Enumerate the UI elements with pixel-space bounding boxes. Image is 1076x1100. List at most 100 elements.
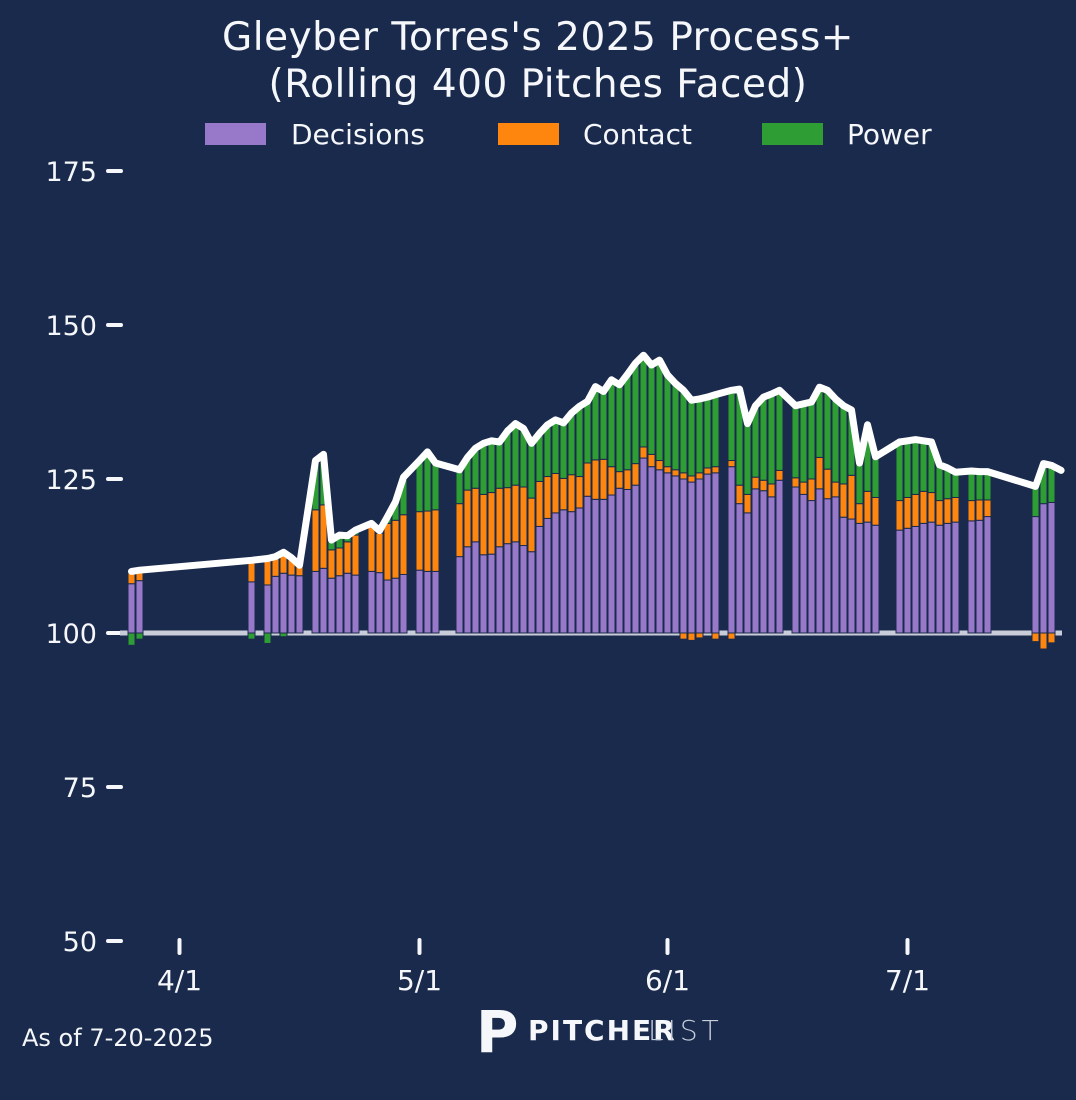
page-subtitle: (Rolling 400 Pitches Faced) [269, 62, 808, 107]
bar-segment-contact [543, 476, 552, 519]
bar-segment-decisions [831, 496, 840, 634]
y-axis: 50 75 100 125 150 175 [45, 157, 123, 958]
bar-segment-decisions [391, 577, 400, 634]
bar-segment-decisions [519, 545, 528, 634]
bar-segment-power [1031, 485, 1040, 518]
bar-segment-power [559, 422, 568, 479]
bar-segment-contact [855, 503, 864, 524]
bar-segment-decisions [791, 486, 800, 634]
x-tick-mark [177, 938, 182, 955]
bar-segment-power [647, 364, 656, 455]
bar-segment-power-below [247, 632, 256, 640]
bar-segment-power [655, 359, 664, 462]
bar-segment-contact [711, 466, 720, 474]
bar-segment-decisions [951, 521, 960, 634]
bar-segment-contact [919, 490, 928, 524]
y-tick-label: 125 [45, 465, 97, 496]
bar-segment-power [455, 469, 464, 505]
bar-segment-contact [511, 484, 520, 543]
bar-segment-decisions [583, 495, 592, 634]
bar-segment-decisions [895, 529, 904, 634]
bar-segment-contact [471, 487, 480, 543]
bar-segment-contact [951, 496, 960, 523]
bar-segment-decisions [735, 503, 744, 634]
y-tick-mark [106, 785, 123, 789]
bar-segment-contact [527, 497, 536, 553]
bar-segment-contact [375, 532, 384, 574]
bar-segment-decisions [559, 509, 568, 634]
bar-segment-contact [559, 477, 568, 511]
page-title: Gleyber Torres's 2025 Process+ [222, 15, 854, 60]
bar-segment-contact [631, 463, 640, 486]
bar-segment-contact [767, 483, 776, 498]
bar-segment-power [967, 470, 976, 502]
bar-segment-decisions [279, 572, 288, 634]
bar-segment-power [663, 374, 672, 468]
bar-segment-contact [663, 466, 672, 474]
bar-segment-decisions [935, 524, 944, 634]
bar-segment-decisions [975, 519, 984, 634]
legend-label-power: Power [847, 118, 932, 151]
x-axis: 4/1 5/1 6/1 7/1 [157, 938, 930, 997]
bar-segment-contact [679, 472, 688, 480]
bar-segment-contact [383, 522, 392, 581]
bar-segment-decisions [799, 493, 808, 634]
bar-segment-decisions [623, 488, 632, 634]
bar-segment-contact [615, 471, 624, 489]
bar-segment-contact [455, 503, 464, 558]
bar-segment-contact [479, 493, 488, 556]
bar-segment-decisions [399, 573, 408, 634]
bar-segment-contact [743, 493, 752, 514]
y-tick-mark [106, 631, 123, 635]
bar-segment-decisions [767, 496, 776, 634]
bar-segment-contact-below [1039, 632, 1048, 650]
y-tick-label: 50 [63, 927, 97, 958]
bar-segment-decisions [639, 457, 648, 634]
bar-segment-decisions [983, 516, 992, 634]
bar-segment-decisions [903, 527, 912, 634]
bar-segment-decisions [135, 580, 144, 634]
bar-segment-decisions [263, 584, 272, 634]
bar-segment-decisions [1047, 501, 1056, 634]
bar-segment-contact [775, 469, 784, 481]
bar-segment-decisions [463, 546, 472, 634]
bar-segment-decisions [671, 475, 680, 634]
bar-segment-contact [943, 498, 952, 524]
y-tick-mark [106, 323, 123, 327]
bar-segment-contact [503, 487, 512, 545]
bar-segment-decisions [847, 518, 856, 634]
bar-segment-decisions [127, 583, 136, 634]
bar-segment-decisions [871, 524, 880, 634]
bar-segment-power [495, 441, 504, 489]
bar-segment-contact [935, 500, 944, 526]
bar-segment-decisions [687, 481, 696, 634]
bar-segment-decisions [711, 472, 720, 634]
bar-segment-contact [599, 458, 608, 500]
bar-segment-contact [831, 481, 840, 498]
bar-segment-decisions [911, 525, 920, 634]
bar-segment-contact [847, 474, 856, 520]
bar-segment-contact [351, 534, 360, 576]
bar-segment-power [775, 389, 784, 471]
bar-segment-decisions [551, 512, 560, 634]
bar-segment-contact [391, 519, 400, 579]
bar-segment-contact [799, 481, 808, 495]
bar-segment-power [903, 440, 912, 498]
bar-segment-decisions [823, 498, 832, 634]
bar-segment-contact [535, 480, 544, 527]
bar-segment-contact [647, 453, 656, 468]
y-tick-mark [106, 939, 123, 943]
x-tick-label: 4/1 [157, 964, 202, 997]
bar-segment-power [479, 442, 488, 495]
bar-segment-decisions [367, 570, 376, 634]
bar-segment-contact [927, 492, 936, 523]
bar-segment-contact [495, 487, 504, 548]
bar-segment-contact [639, 446, 648, 459]
bar-segment-decisions [679, 478, 688, 634]
bar-segment-contact [575, 476, 584, 509]
bar-segment-decisions [703, 473, 712, 634]
bar-segment-decisions [351, 574, 360, 634]
bar-segment-contact [415, 511, 424, 571]
bar-segment-decisions [455, 556, 464, 634]
bar-segment-decisions [271, 575, 280, 634]
